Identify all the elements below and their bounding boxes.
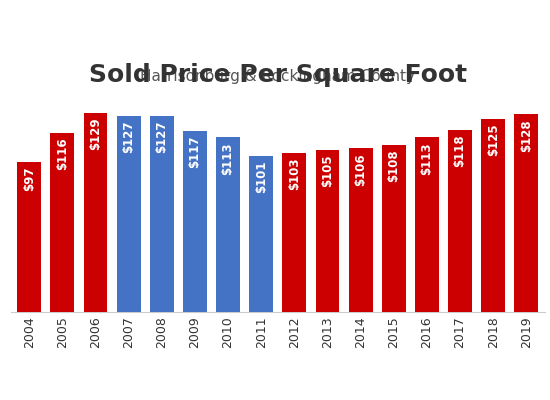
Text: $113: $113 (222, 142, 234, 174)
Bar (216, 138, 240, 312)
Text: $97: $97 (23, 167, 36, 191)
Title: Sold Price Per Square Foot: Sold Price Per Square Foot (89, 64, 467, 88)
Bar (51, 133, 74, 312)
Bar (316, 150, 339, 312)
Text: $127: $127 (155, 120, 168, 153)
Text: $101: $101 (255, 161, 268, 193)
Text: $108: $108 (387, 150, 400, 182)
Bar (481, 119, 505, 312)
Bar (183, 131, 207, 312)
Bar (17, 162, 41, 312)
Text: $127: $127 (122, 120, 135, 153)
Bar (117, 116, 141, 312)
Text: $128: $128 (520, 119, 533, 152)
Text: $116: $116 (56, 138, 69, 170)
Bar (282, 153, 306, 312)
Text: $105: $105 (321, 154, 334, 187)
Bar (382, 145, 406, 312)
Bar (349, 148, 372, 312)
Text: $113: $113 (420, 142, 433, 174)
Text: $117: $117 (189, 136, 201, 168)
Text: $106: $106 (354, 153, 367, 186)
Text: $103: $103 (288, 158, 301, 190)
Text: $125: $125 (487, 124, 499, 156)
Text: $129: $129 (89, 117, 102, 150)
Text: $118: $118 (454, 134, 466, 167)
Bar (415, 138, 439, 312)
Bar (448, 130, 472, 312)
Bar (84, 113, 107, 312)
Text: Harrisonburg & Rockingham County: Harrisonburg & Rockingham County (140, 68, 415, 84)
Bar (249, 156, 273, 312)
Bar (514, 114, 538, 312)
Bar (150, 116, 174, 312)
